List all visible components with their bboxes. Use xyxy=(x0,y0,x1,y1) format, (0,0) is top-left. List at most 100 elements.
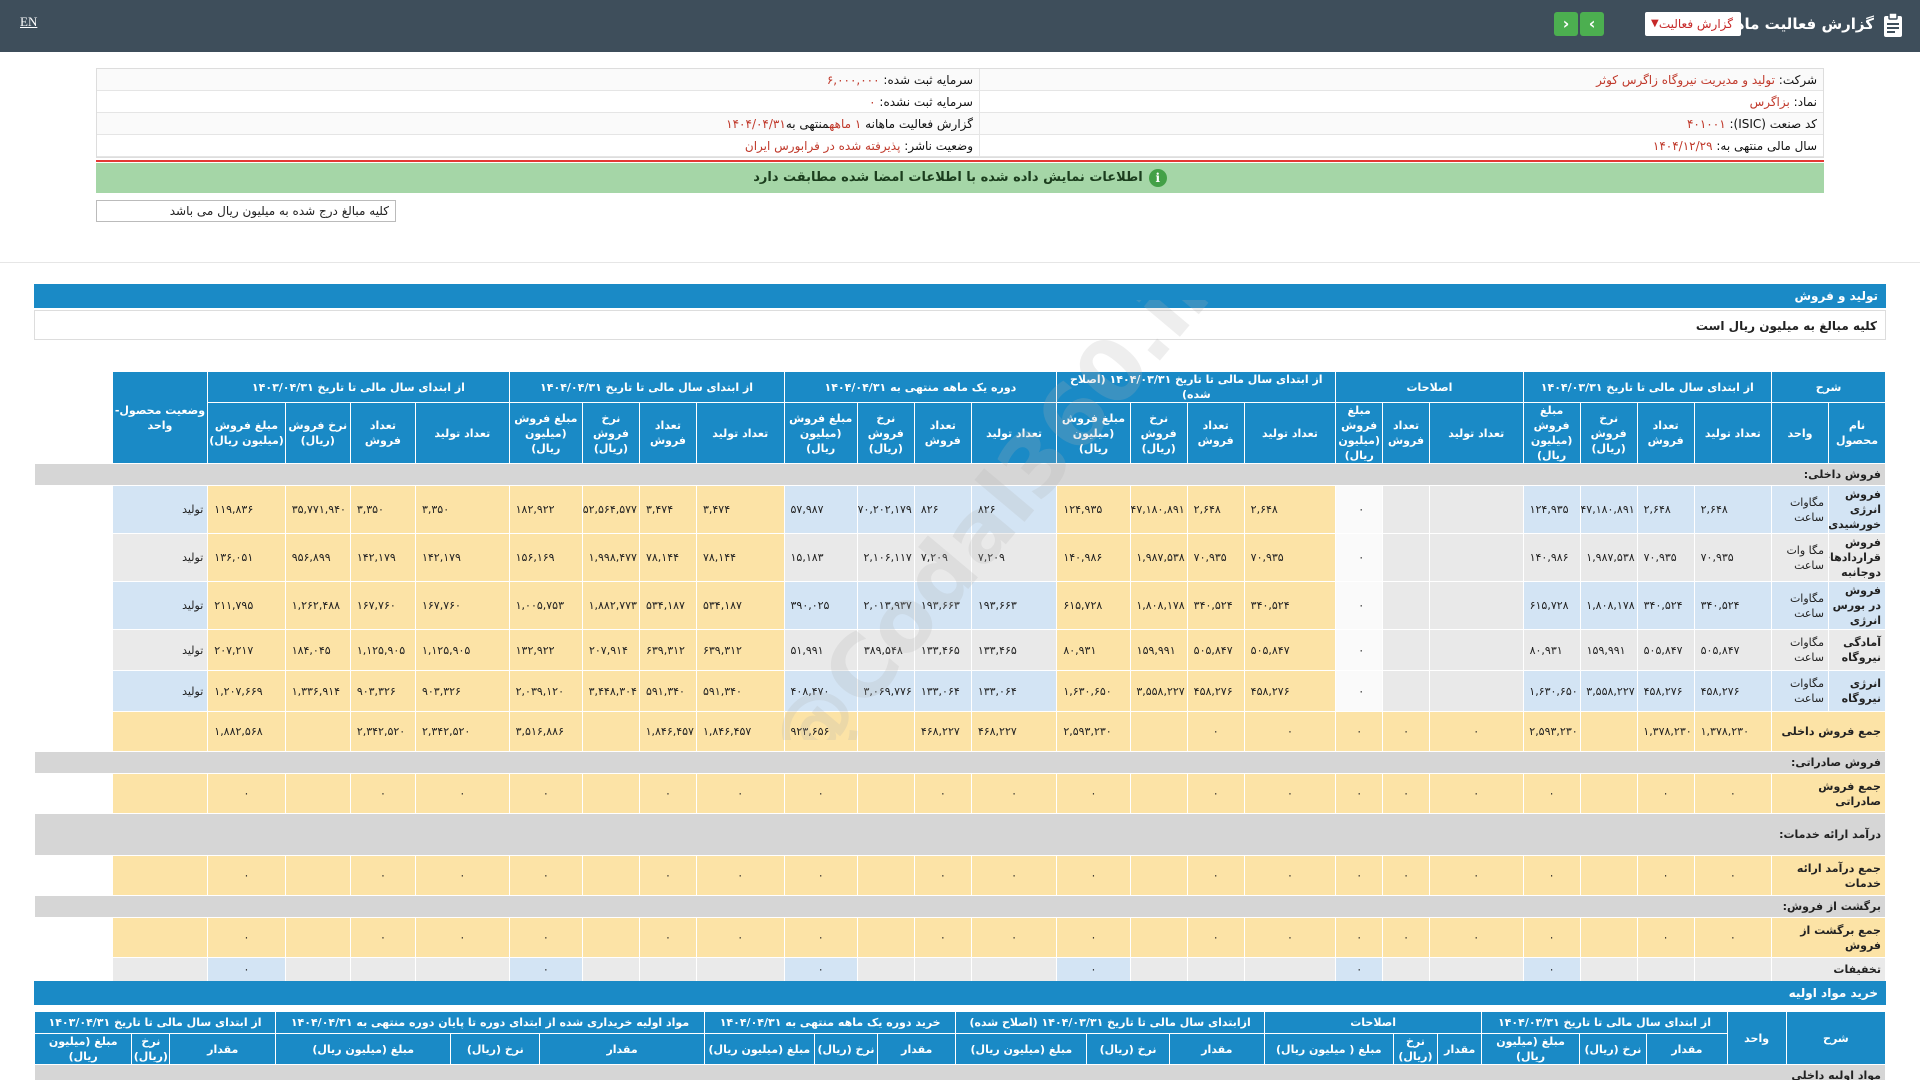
value-cell: ۷,۲۰۹ xyxy=(914,534,971,582)
value-cell: ۱۲۴,۹۳۵ xyxy=(1523,486,1580,534)
value-cell: ۵۰۵,۸۴۷ xyxy=(1637,630,1694,671)
value-cell: ۰ xyxy=(1057,774,1130,814)
col-header: مبلغ (میلیون ریال) xyxy=(276,1034,451,1065)
value-cell: ۳,۵۱۶,۸۸۶ xyxy=(509,712,582,752)
value-cell: ۰ xyxy=(1429,918,1523,958)
status-cell xyxy=(112,774,208,814)
section-label: برگشت از فروش: xyxy=(35,896,1886,918)
value-cell xyxy=(1429,958,1523,982)
isic-label: کد صنعت (ISIC): xyxy=(1729,117,1817,131)
value-cell: ۱,۱۲۵,۹۰۵ xyxy=(350,630,415,671)
next-button[interactable]: › xyxy=(1580,12,1604,36)
value-cell: ۴۵۸,۲۷۶ xyxy=(1637,671,1694,712)
value-cell: ۶۱۵,۷۲۸ xyxy=(1057,582,1130,630)
group-header: وضعیت محصول-واحد xyxy=(112,372,208,464)
col-header: تعداد تولید xyxy=(696,403,784,464)
value-cell xyxy=(1383,534,1430,582)
value-cell: ۶۳۹,۳۱۲ xyxy=(639,630,696,671)
value-cell: ۰ xyxy=(1336,958,1383,982)
group-header: از ابتدای سال مالی تا تاریخ ۱۴۰۴/۰۳/۳۱ xyxy=(1482,1012,1727,1034)
value-cell: ۰ xyxy=(350,856,415,896)
value-cell: ۰ xyxy=(415,774,509,814)
value-cell xyxy=(285,712,350,752)
production-sales-header: تولید و فروش xyxy=(34,284,1886,308)
col-header: نرخ فروش (ریال) xyxy=(1130,403,1187,464)
value-cell: ۰ xyxy=(1637,918,1694,958)
value-cell: ۲,۶۴۸ xyxy=(1694,486,1771,534)
value-cell: ۲,۰۱۳,۹۳۷ xyxy=(857,582,914,630)
value-cell: ۰ xyxy=(1187,918,1244,958)
table-row: فروش قراردادهای دوجانبهمگا وات ساعت۷۰,۹۳… xyxy=(35,534,1886,582)
company-label: شرکت: xyxy=(1779,73,1817,87)
section-row: درآمد ارائه خدمات: xyxy=(35,814,1886,856)
symbol-label: نماد: xyxy=(1794,95,1817,109)
value-cell: ۵۷,۹۸۷ xyxy=(784,486,857,534)
language-toggle[interactable]: EN xyxy=(20,14,37,30)
value-cell xyxy=(1187,958,1244,982)
value-cell: ۴۰۸,۴۷۰ xyxy=(784,671,857,712)
col-header: مبلغ (میلیون ریال) xyxy=(704,1034,814,1065)
value-cell: ۸۲۶ xyxy=(914,486,971,534)
section-label: مواد اولیه داخلی xyxy=(35,1065,1886,1080)
value-cell: ۰ xyxy=(696,774,784,814)
value-cell: ۳,۳۵۰ xyxy=(350,486,415,534)
value-cell: ۰ xyxy=(639,774,696,814)
value-cell: ۱,۳۳۶,۹۱۴ xyxy=(285,671,350,712)
value-cell: ۰ xyxy=(1429,856,1523,896)
value-cell: ۲,۶۴۸ xyxy=(1637,486,1694,534)
value-cell: ۱۴۰,۹۸۶ xyxy=(1057,534,1130,582)
value-cell: ۲,۳۴۲,۵۲۰ xyxy=(350,712,415,752)
value-cell: ۴۶۸,۲۲۷ xyxy=(971,712,1057,752)
info-row: نماد: بزاگرس سرمایه ثبت نشده: ۰ xyxy=(97,91,1823,113)
section-row: مواد اولیه داخلی xyxy=(35,1065,1886,1080)
value-cell: ۰ xyxy=(1057,958,1130,982)
value-cell: ۰ xyxy=(415,918,509,958)
value-cell: ۳۴۰,۵۲۴ xyxy=(1694,582,1771,630)
value-cell: ۰ xyxy=(914,856,971,896)
value-cell xyxy=(1429,486,1523,534)
production-sales-table: شرح از ابتدای سال مالی تا تاریخ ۱۴۰۴/۰۳/… xyxy=(34,371,1886,1006)
value-cell: ۰ xyxy=(1336,712,1383,752)
value-cell: ۰ xyxy=(350,774,415,814)
value-cell xyxy=(1580,712,1637,752)
value-cell xyxy=(1130,856,1187,896)
value-cell xyxy=(1244,958,1336,982)
company-info: شرکت: تولید و مدیریت نیروگاه زاگرس کوثر … xyxy=(96,68,1824,158)
value-cell xyxy=(914,958,971,982)
value-cell: ۲,۱۰۶,۱۱۷ xyxy=(857,534,914,582)
value-cell: ۳,۵۵۸,۲۲۷ xyxy=(1130,671,1187,712)
section-row: برگشت از فروش: xyxy=(35,896,1886,918)
publisher-status-value: پذیرفته شده در فرابورس ایران xyxy=(745,139,901,153)
value-cell: ۹۲۳,۶۵۶ xyxy=(784,712,857,752)
value-cell: ۰ xyxy=(1523,918,1580,958)
col-header: مبلغ فروش (میلیون ریال) xyxy=(1336,403,1383,464)
divider xyxy=(0,262,1920,263)
col-header: مقدار xyxy=(540,1034,705,1065)
value-cell: ۱,۳۷۸,۲۳۰ xyxy=(1694,712,1771,752)
col-header: تعداد تولید xyxy=(1244,403,1336,464)
col-header: مبلغ فروش (میلیون ریال) xyxy=(509,403,582,464)
value-cell xyxy=(1383,582,1430,630)
value-cell: ۰ xyxy=(1383,712,1430,752)
value-cell: ۱,۰۰۵,۷۵۳ xyxy=(509,582,582,630)
value-cell: ۲,۵۹۳,۲۳۰ xyxy=(1057,712,1130,752)
capital-unregistered-label: سرمایه ثبت نشده: xyxy=(879,95,973,109)
unit-cell: مگاوات ساعت xyxy=(1772,671,1829,712)
value-cell: ۰ xyxy=(696,856,784,896)
prev-button[interactable]: ‹ xyxy=(1554,12,1578,36)
info-row: سال مالی منتهی به: ۱۴۰۴/۱۲/۲۹ وضعیت ناشر… xyxy=(97,135,1823,157)
value-cell xyxy=(1130,918,1187,958)
report-type-dropdown[interactable]: گزارش فعالیت ▼ xyxy=(1645,12,1741,36)
value-cell: ۹۰۳,۳۲۶ xyxy=(350,671,415,712)
value-cell: ۰ xyxy=(784,856,857,896)
report-period-suffix: منتهی به xyxy=(786,117,829,131)
value-cell xyxy=(1580,958,1637,982)
value-cell xyxy=(285,774,350,814)
section-label: فروش صادراتی: xyxy=(35,752,1886,774)
value-cell xyxy=(1130,712,1187,752)
col-header: تعداد تولید xyxy=(971,403,1057,464)
col-header: نرخ (ریال) xyxy=(814,1034,877,1065)
value-cell: ۱,۶۳۰,۶۵۰ xyxy=(1057,671,1130,712)
col-header: نرخ فروش (ریال) xyxy=(582,403,639,464)
value-cell: ۵۳۴,۱۸۷ xyxy=(639,582,696,630)
